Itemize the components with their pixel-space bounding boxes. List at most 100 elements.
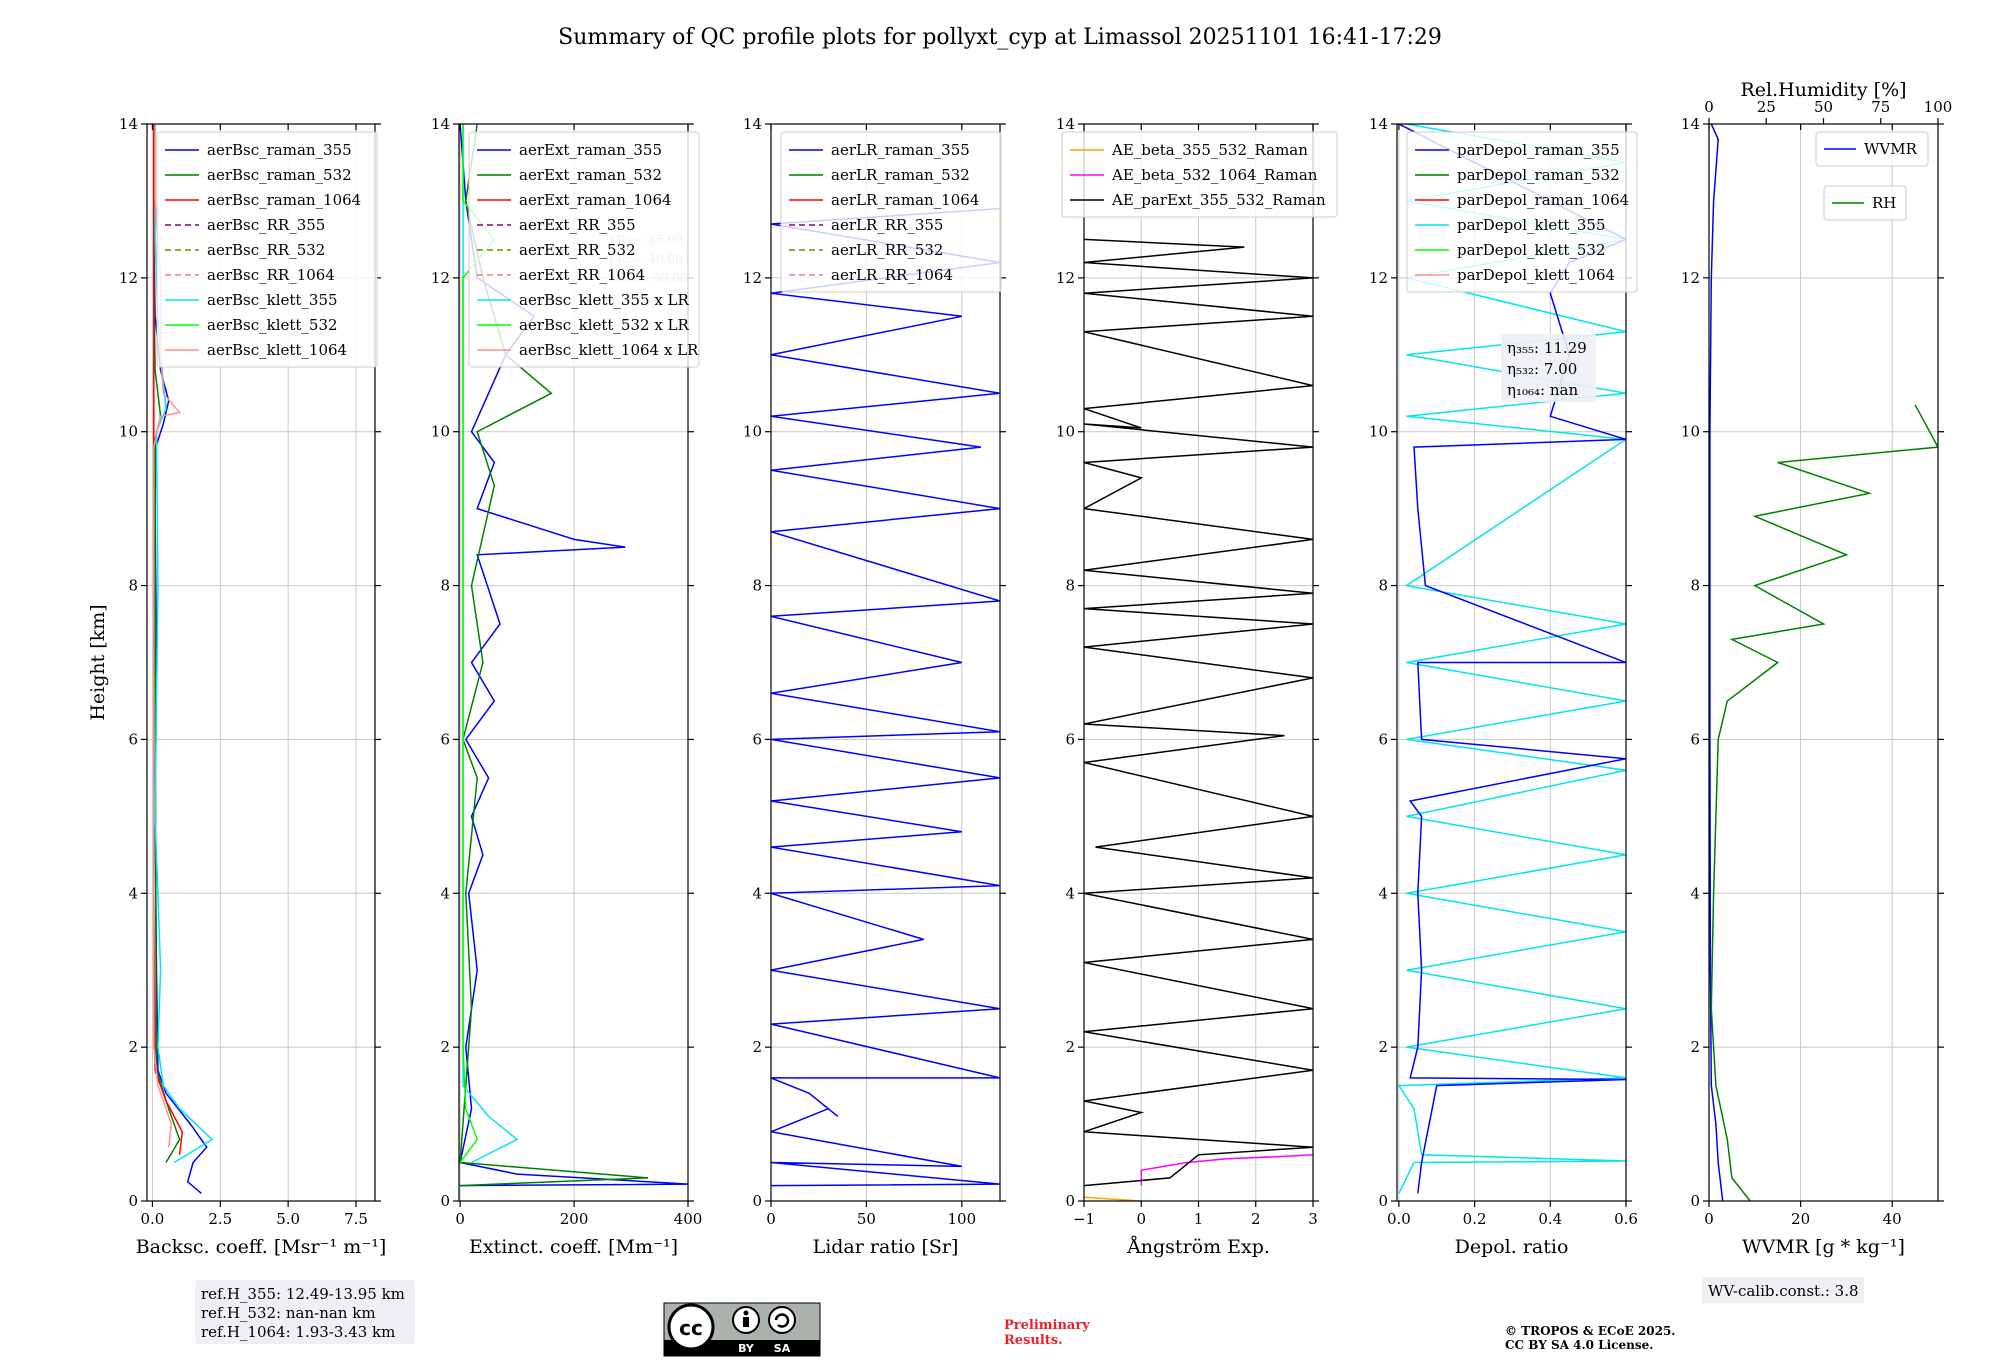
axes-frame (770, 123, 1001, 1202)
y-tick-label: 14 (1369, 115, 1388, 133)
x-axis-label: WVMR [g * kg⁻¹] (1742, 1236, 1905, 1258)
y-tick-label: 0 (1378, 1192, 1388, 1210)
top-tick-label: 50 (1814, 98, 1833, 116)
y-axis-label: Height [km] (87, 604, 109, 720)
y-tick-label: 2 (752, 1038, 762, 1056)
x-tick-label: 100 (948, 1210, 977, 1228)
panel-depol: 0.0 0.2 0.4 0.6 0 2 4 6 8 10 12 14 Depol. ratio parDe… (1369, 115, 1638, 1258)
legend-box (1815, 131, 1929, 167)
legend-entry: aerExt_raman_1064 (519, 191, 672, 209)
axes-frame (146, 123, 376, 1202)
y-tick-label: 0 (440, 1192, 450, 1210)
y-tick-label: 8 (1378, 577, 1388, 595)
legend-entry: aerExt_RR_355 (519, 216, 636, 234)
legend-entry: aerBsc_RR_532 (207, 241, 325, 259)
legend-entry: aerBsc_raman_355 (207, 141, 352, 159)
series-AE_beta_355_532_Raman (1084, 1196, 1142, 1201)
x-tick-label: 2 (1251, 1210, 1261, 1228)
legend-entry: RH (1872, 194, 1896, 212)
x-tick-label: 0 (766, 1210, 776, 1228)
y-tick-label: 2 (1690, 1038, 1700, 1056)
top-tick-label: 75 (1871, 98, 1890, 116)
x-tick-label: −1 (1073, 1210, 1095, 1228)
svg-text:cc: cc (679, 1316, 703, 1340)
x-tick-label: 0.0 (1387, 1210, 1411, 1228)
y-tick-label: 10 (431, 423, 450, 441)
legend-entry: aerBsc_klett_1064 x LR (519, 341, 699, 359)
y-tick-label: 4 (752, 884, 762, 902)
series-aerLR_raman_355 (771, 207, 1000, 1187)
legend-entry: WVMR (1864, 140, 1918, 158)
legend-entry: aerExt_raman_532 (519, 166, 662, 184)
legend-entry: parDepol_klett_1064 (1457, 266, 1615, 284)
y-tick-label: 10 (119, 423, 138, 441)
legend-entry: aerBsc_raman_1064 (207, 191, 361, 209)
x-axis-label: Depol. ratio (1455, 1236, 1569, 1258)
legend-entry: aerLR_raman_1064 (831, 191, 979, 209)
legend-entry: aerBsc_raman_532 (207, 166, 352, 184)
legend-box (468, 131, 700, 368)
legend-entry: aerBsc_klett_532 x LR (519, 316, 690, 334)
y-tick-label: 14 (431, 115, 450, 133)
y-tick-label: 2 (1065, 1038, 1075, 1056)
legend-entry: parDepol_klett_355 (1457, 216, 1606, 234)
panel-bsc: 0.0 2.5 5.0 7.5 0 2 4 6 8 10 12 14 Backsc. coeff. [M… (87, 115, 386, 1258)
series-RH (1710, 404, 1938, 1201)
y-tick-label: 12 (1056, 269, 1075, 287)
x-axis-label: Ångström Exp. (1126, 1236, 1270, 1258)
legend-entry: aerExt_raman_355 (519, 141, 662, 159)
y-tick-label: 0 (1690, 1192, 1700, 1210)
y-tick-label: 12 (1681, 269, 1700, 287)
legend-box (1823, 185, 1907, 221)
eta-label: η₃₅₅: 11.29 (1507, 339, 1587, 357)
legend-entry: aerLR_raman_355 (831, 141, 970, 159)
eta-box (1501, 334, 1596, 402)
legend-entry: parDepol_raman_355 (1457, 141, 1620, 159)
x-tick-label: 3 (1308, 1210, 1318, 1228)
top-tick-label: 100 (1924, 98, 1953, 116)
x-tick-label: 0 (455, 1210, 465, 1228)
x-tick-label: 1 (1194, 1210, 1204, 1228)
x-tick-label: 5.0 (276, 1210, 300, 1228)
y-tick-label: 2 (440, 1038, 450, 1056)
wv-calib-text: WV-calib.const.: 3.8 (1708, 1282, 1859, 1300)
series-aerBsc_raman_532 (153, 124, 181, 1163)
legend-entry: AE_beta_532_1064_Raman (1111, 166, 1318, 184)
y-tick-label: 4 (440, 884, 450, 902)
legend-entry: aerBsc_klett_355 (207, 291, 338, 309)
top-axis-label: Rel.Humidity [%] (1740, 79, 1906, 101)
x-tick-label: 0 (1704, 1210, 1714, 1228)
share-alike-icon (768, 1306, 796, 1334)
cc-by-label: BY (738, 1342, 755, 1355)
x-axis-label: Lidar ratio [Sr] (813, 1236, 959, 1258)
legend-entry: aerExt_RR_1064 (519, 266, 645, 284)
y-tick-label: 6 (128, 730, 138, 748)
y-tick-label: 6 (752, 730, 762, 748)
series-AE_parExt_355_532_Raman (1084, 238, 1313, 1187)
legend-entry: aerBsc_RR_355 (207, 216, 325, 234)
series-aerExt_raman_355 (459, 124, 688, 1187)
series-parDepol_klett_355 (1397, 124, 1626, 1194)
legend-entry: aerLR_RR_532 (831, 241, 943, 259)
y-tick-label: 0 (752, 1192, 762, 1210)
series-parDepol_raman_355 (1398, 124, 1626, 1194)
y-tick-label: 0 (128, 1192, 138, 1210)
eta-label: η₅₃₂: 7.00 (1507, 360, 1577, 378)
legend-entry: AE_parExt_355_532_Raman (1111, 191, 1326, 209)
y-tick-label: 12 (1369, 269, 1388, 287)
y-tick-label: 14 (743, 115, 762, 133)
legend-entry: parDepol_raman_1064 (1457, 191, 1629, 209)
y-tick-label: 8 (752, 577, 762, 595)
panel-wv: 0 20 40 0 2 4 6 8 10 12 14 WVMR [g * kg⁻¹] 0 25 50 75 10… (1681, 79, 1952, 1258)
panel-lr: 0 50 100 0 2 4 6 8 10 12 14 Lidar ratio [Sr] aerLR_r… (743, 115, 1006, 1258)
cc-icon (667, 1303, 715, 1351)
x-tick-label: 400 (674, 1210, 703, 1228)
legend-entry: aerBsc_klett_355 x LR (519, 291, 690, 309)
y-tick-label: 14 (1056, 115, 1075, 133)
ref-height-1064: ref.H_1064: 1.93-3.43 km (201, 1323, 395, 1341)
top-tick-label: 0 (1704, 98, 1714, 116)
y-tick-label: 12 (119, 269, 138, 287)
legend-entry: aerBsc_klett_532 (207, 316, 338, 334)
y-tick-label: 6 (440, 730, 450, 748)
y-tick-label: 12 (743, 269, 762, 287)
